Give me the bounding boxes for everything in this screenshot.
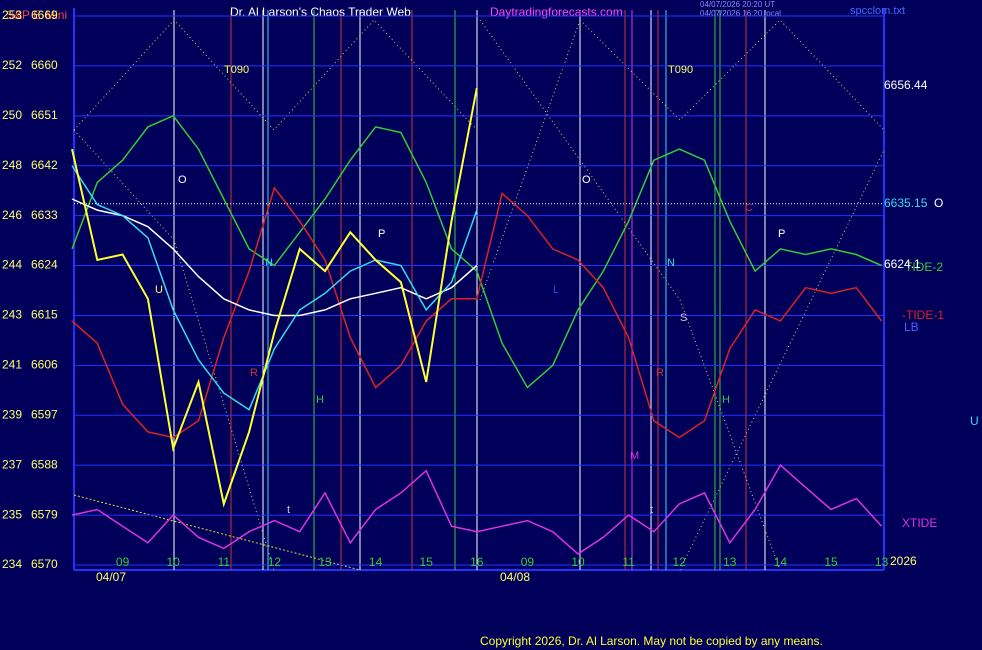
y-tick-label: 6669 [31, 8, 58, 22]
dotted-diamonds [73, 19, 885, 571]
time-lines [173, 10, 766, 570]
x-tick-label: 09 [116, 555, 130, 569]
series-line [71, 198, 478, 317]
year-label: 2026 [890, 554, 917, 568]
y-tick-label: 6615 [31, 308, 58, 322]
marker-label: H [722, 394, 730, 406]
marker-label: L [553, 284, 559, 296]
date-label: 04/07 [96, 570, 126, 584]
y-tick-label: 6633 [31, 208, 58, 222]
chart-title: Dr. Al Larson's Chaos Trader Web [230, 5, 411, 19]
y-tick-label: 234 [2, 557, 22, 571]
y-tick-label: 6651 [31, 108, 58, 122]
x-tick-label: 12 [673, 555, 687, 569]
series-line [71, 87, 478, 508]
series-line [71, 165, 478, 411]
symbol: S&P E-Mini [6, 8, 67, 22]
y-tick-label: 6660 [31, 58, 58, 72]
y-tick-label: 6570 [31, 557, 58, 571]
x-tick-label: 10 [571, 555, 585, 569]
y-tick-label: 248 [2, 158, 22, 172]
marker-label: U [155, 284, 163, 296]
price-tag: O [934, 196, 943, 210]
stamp: 04/07/2026 20:20 UT [700, 0, 775, 9]
series-line [71, 114, 882, 389]
legend-label: XTIDE [902, 516, 937, 530]
x-tick-label: 11 [622, 555, 635, 569]
y-tick-label: 235 [2, 507, 22, 521]
marker-label: O [178, 174, 187, 186]
marker-label: T090 [668, 64, 693, 76]
x-tick-label: 11 [218, 555, 231, 569]
legend-label: U [970, 414, 979, 428]
series-line [71, 464, 883, 555]
x-tick-label: 15 [824, 555, 838, 569]
legend-label: LB [904, 320, 919, 334]
marker-label: R [656, 367, 664, 379]
y-tick-label: 6588 [31, 457, 58, 471]
marker-label: N [265, 257, 273, 269]
date-label: 04/08 [500, 570, 530, 584]
marker-label: N [667, 257, 675, 269]
x-tick-label: 10 [167, 555, 181, 569]
legend-label: -TIDE-1 [902, 308, 944, 322]
y-tick-label: 243 [2, 308, 22, 322]
marker-label: t [650, 504, 653, 516]
price-label: 6656.44 [884, 78, 928, 92]
x-tick-label: 13 [875, 555, 889, 569]
y-tick-label: 253 [2, 8, 22, 22]
x-tick-label: 09 [521, 555, 535, 569]
series-line [71, 186, 883, 439]
y-tick-label: 6624 [31, 258, 58, 272]
marker-label: H [316, 394, 324, 406]
y-tick-label: 246 [2, 208, 22, 222]
y-tick-label: 252 [2, 58, 22, 72]
legend-label: TIDE-2 [905, 260, 943, 274]
marker-label: S [680, 312, 687, 324]
stamp: 04/07/2026 16:20 local [700, 9, 781, 18]
file-name: spcclom.txt [850, 5, 905, 17]
marker-label: C [745, 202, 753, 214]
x-tick-label: 14 [369, 555, 383, 569]
marker-label: M [630, 450, 639, 462]
marker-label: R [250, 367, 258, 379]
x-tick-label: 16 [470, 555, 484, 569]
copyright: Copyright 2026, Dr. Al Larson. May not b… [480, 634, 823, 648]
y-tick-label: 244 [2, 258, 22, 272]
y-tick-label: 241 [2, 358, 22, 372]
marker-label: P [778, 228, 785, 240]
price-label: 6635.15 [884, 196, 928, 210]
price-label: 6624.1 [884, 257, 921, 271]
x-tick-label: 15 [420, 555, 434, 569]
y-tick-label: 6642 [31, 158, 58, 172]
x-tick-label: 14 [774, 555, 788, 569]
y-tick-label: 237 [2, 457, 22, 471]
marker-label: O [582, 174, 591, 186]
marker-label: T090 [224, 64, 249, 76]
site: Daytradingforecasts.com [490, 5, 623, 19]
y-tick-label: 250 [2, 108, 22, 122]
x-tick-label: 12 [268, 555, 282, 569]
plot-frame [73, 8, 885, 571]
y-tick-label: 239 [2, 407, 22, 421]
y-tick-label: 6579 [31, 507, 58, 521]
y-tick-label: 6597 [31, 407, 58, 421]
marker-label: P [378, 228, 385, 240]
y-tick-label: 6606 [31, 358, 58, 372]
x-tick-label: 13 [318, 555, 332, 569]
x-tick-label: 13 [723, 555, 737, 569]
marker-label: t [287, 504, 290, 516]
